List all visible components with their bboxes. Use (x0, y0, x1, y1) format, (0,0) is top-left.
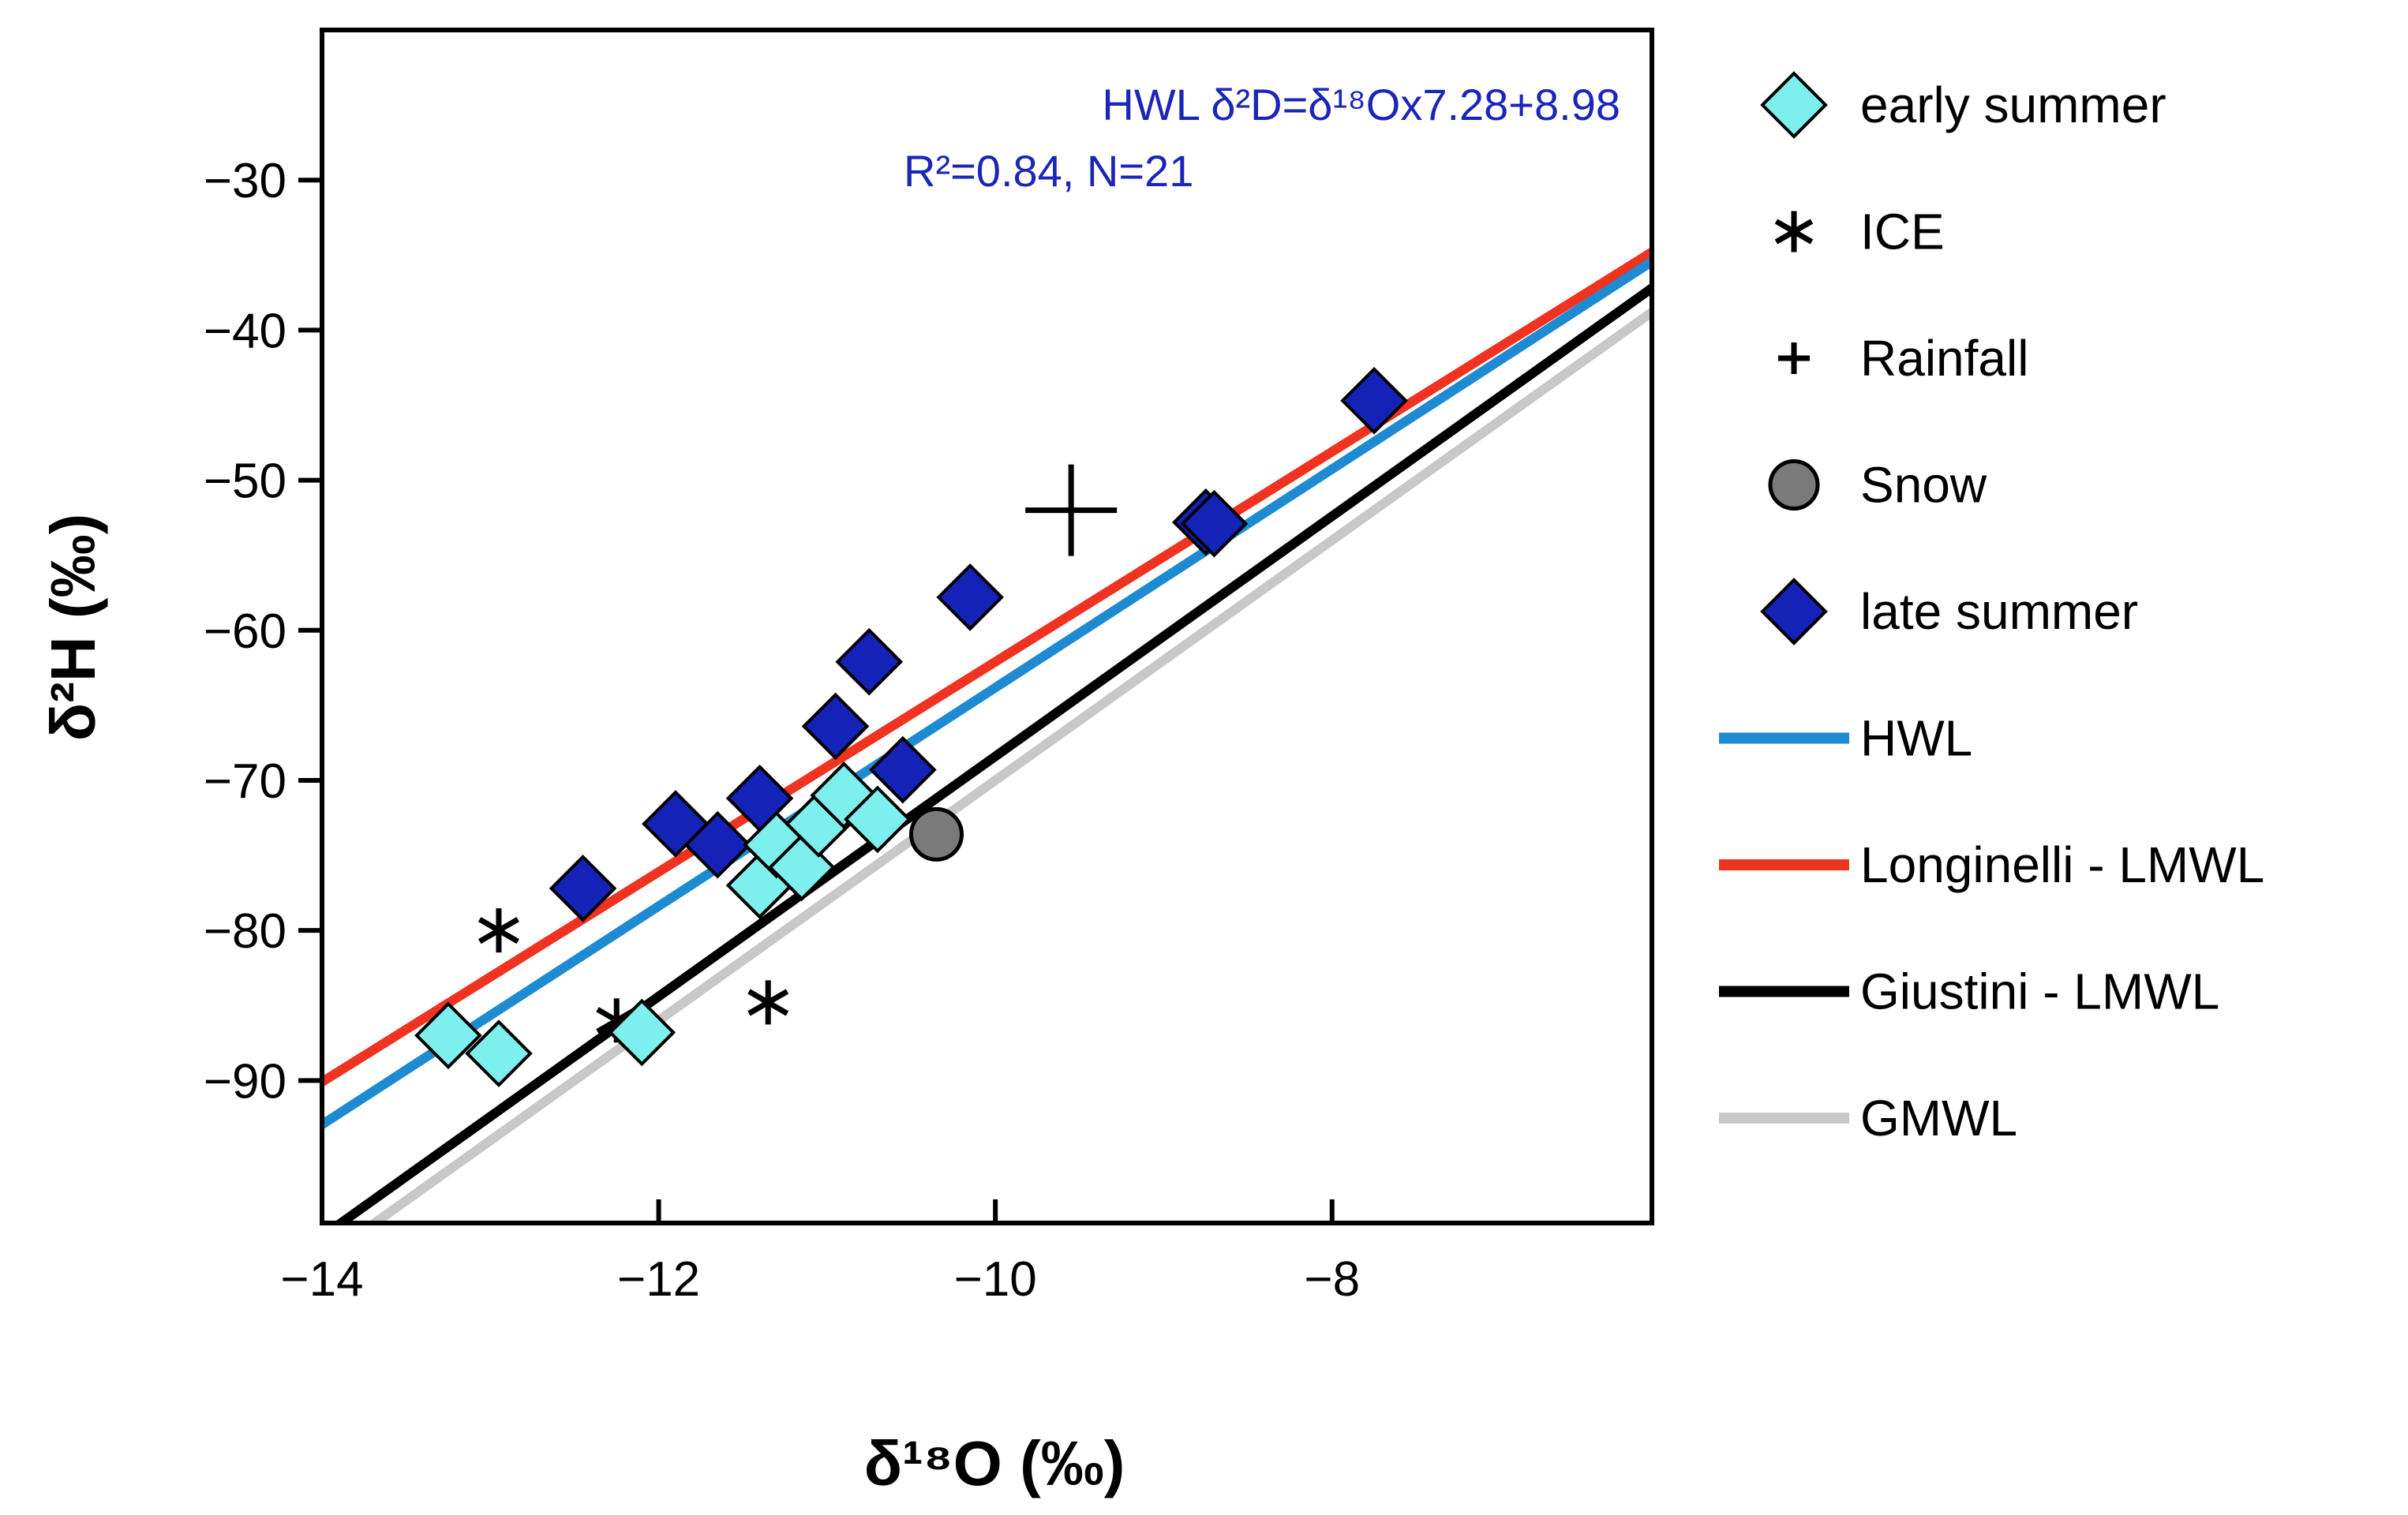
legend: early summer ICE Rainfall Snow late summer HW… (1719, 71, 2264, 1147)
legend-marker-rainfall (1778, 342, 1810, 374)
ice-point (747, 980, 789, 1025)
y-tick-label: −80 (204, 904, 286, 959)
legend-label: Snow (1860, 457, 1987, 514)
legend-item-snow: Snow (1768, 457, 1987, 514)
legend-label: HWL (1860, 710, 1972, 767)
y-tick-label: −50 (204, 454, 286, 509)
legend-marker-early-summer (1760, 71, 1828, 139)
late-summer-point (869, 735, 937, 804)
plot-frame (320, 28, 1654, 1225)
legend-item-hwl: HWL (1719, 710, 1972, 767)
legend-item-gmwl: GMWL (1719, 1090, 2017, 1147)
legend-label: early summer (1860, 77, 2166, 133)
x-axis-ticks: −14 −12 −10 −8 (280, 1199, 1360, 1307)
regression-lines (322, 246, 1652, 1223)
legend-marker-ice (1774, 211, 1814, 252)
late-summer-point (936, 563, 1004, 631)
hwl-line (322, 256, 1652, 1131)
legend-item-longinelli-lmwl: Longinelli - LMWL (1719, 836, 2264, 893)
late-summer-point (683, 810, 752, 879)
legend-label: ICE (1860, 204, 1945, 260)
x-tick-label: −10 (954, 1252, 1037, 1307)
y-tick-label: −40 (204, 304, 286, 358)
early-summer-point (844, 785, 912, 854)
legend-marker-snow (1768, 459, 1820, 511)
early-summer-point (465, 1019, 533, 1087)
x-tick-label: −14 (280, 1252, 363, 1307)
late-summer-point (835, 627, 904, 696)
snow-point (909, 806, 964, 862)
legend-item-ice: ICE (1774, 204, 1945, 260)
longinelli-lmwl-line (322, 246, 1652, 1088)
hwl-annotation-line2: R²=0.84, N=21 (904, 146, 1193, 196)
x-tick-label: −12 (617, 1252, 700, 1307)
y-tick-label: −70 (204, 754, 286, 809)
legend-label: late summer (1860, 583, 2138, 640)
legend-item-late-summer: late summer (1760, 578, 2138, 645)
legend-label: Rainfall (1860, 330, 2028, 387)
legend-label: GMWL (1860, 1090, 2017, 1147)
early-summer-point (608, 998, 676, 1067)
legend-label: Longinelli - LMWL (1860, 836, 2264, 893)
x-axis-label: δ¹⁸O (‰) (864, 1428, 1125, 1498)
late-summer-point (801, 692, 870, 761)
legend-item-early-summer: early summer (1760, 71, 2166, 139)
x-tick-label: −8 (1304, 1252, 1360, 1307)
rainfall-point (1025, 464, 1118, 556)
y-axis-ticks: −90 −80 −70 −60 −50 −40 −30 (204, 154, 322, 1109)
y-axis-label: δ²H (‰) (38, 514, 108, 741)
gmwl-line (366, 306, 1652, 1223)
legend-item-rainfall: Rainfall (1778, 330, 2028, 387)
y-tick-label: −90 (204, 1054, 286, 1109)
late-summer-point (1340, 366, 1408, 435)
legend-label: Giustini - LMWL (1860, 963, 2219, 1020)
late-summer-point (1180, 489, 1249, 558)
data-points (414, 366, 1408, 1087)
legend-item-giustini-lmwl: Giustini - LMWL (1719, 963, 2219, 1020)
y-tick-label: −60 (204, 604, 286, 659)
legend-marker-late-summer (1760, 578, 1828, 645)
y-tick-label: −30 (204, 154, 286, 208)
early-summer-point (414, 1001, 482, 1070)
late-summer-point (549, 855, 617, 922)
ice-point (477, 908, 519, 953)
hwl-annotation-line1: HWL δ²D=δ¹⁸Ox7.28+8.98 (1102, 80, 1620, 129)
giustini-lmwl-line (332, 282, 1652, 1223)
